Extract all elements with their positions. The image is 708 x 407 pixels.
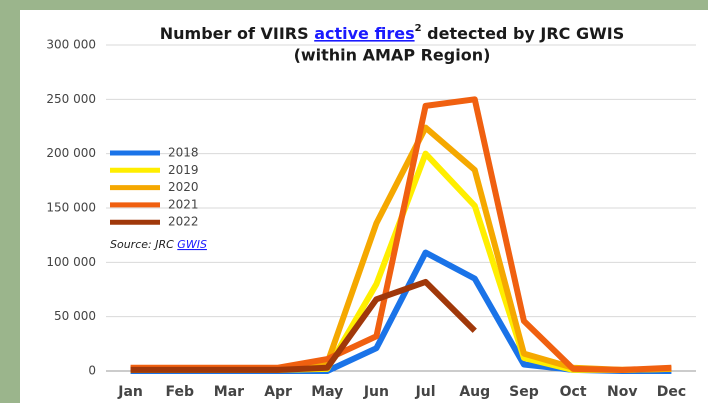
legend-label: 2021 [168, 197, 199, 211]
x-tick-label: May [311, 384, 343, 400]
x-tick-label: Jun [363, 384, 389, 400]
title-superscript: 2 [415, 23, 422, 34]
legend-label: 2022 [168, 215, 199, 229]
title-link[interactable]: active fires [314, 24, 414, 43]
y-tick-label: 150 000 [46, 201, 96, 215]
x-tick-label: Dec [657, 384, 686, 400]
x-tick-label: Jul [415, 384, 436, 400]
source-note: Source: JRC GWIS [110, 238, 207, 251]
x-tick-label: Sep [509, 384, 539, 400]
x-tick-label: Feb [165, 384, 194, 400]
title-prefix: Number of VIIRS [160, 24, 314, 43]
y-tick-label: 300 000 [46, 38, 96, 52]
chart-subtitle: (within AMAP Region) [294, 46, 491, 65]
y-tick-label: 100 000 [46, 255, 96, 269]
chart: Number of VIIRS active fires2 detected b… [0, 0, 708, 403]
x-tick-label: Oct [560, 384, 587, 400]
y-tick-label: 200 000 [46, 146, 96, 160]
x-tick-label: Nov [607, 384, 637, 400]
legend-label: 2018 [168, 146, 199, 160]
y-tick-label: 0 [88, 364, 96, 378]
title-suffix: detected by JRC GWIS [422, 24, 625, 43]
x-tick-label: Mar [214, 384, 244, 400]
source-link[interactable]: GWIS [177, 238, 207, 251]
source-prefix: Source: JRC [110, 238, 177, 251]
y-tick-label: 250 000 [46, 92, 96, 106]
legend-label: 2020 [168, 180, 199, 194]
x-tick-label: Aug [459, 384, 490, 400]
x-tick-label: Apr [264, 384, 292, 400]
chart-title: Number of VIIRS active fires2 detected b… [160, 23, 625, 43]
x-tick-label: Jan [117, 384, 143, 400]
page: Number of VIIRS active fires2 detected b… [0, 0, 708, 407]
legend-label: 2019 [168, 163, 199, 177]
y-tick-label: 50 000 [54, 309, 96, 323]
